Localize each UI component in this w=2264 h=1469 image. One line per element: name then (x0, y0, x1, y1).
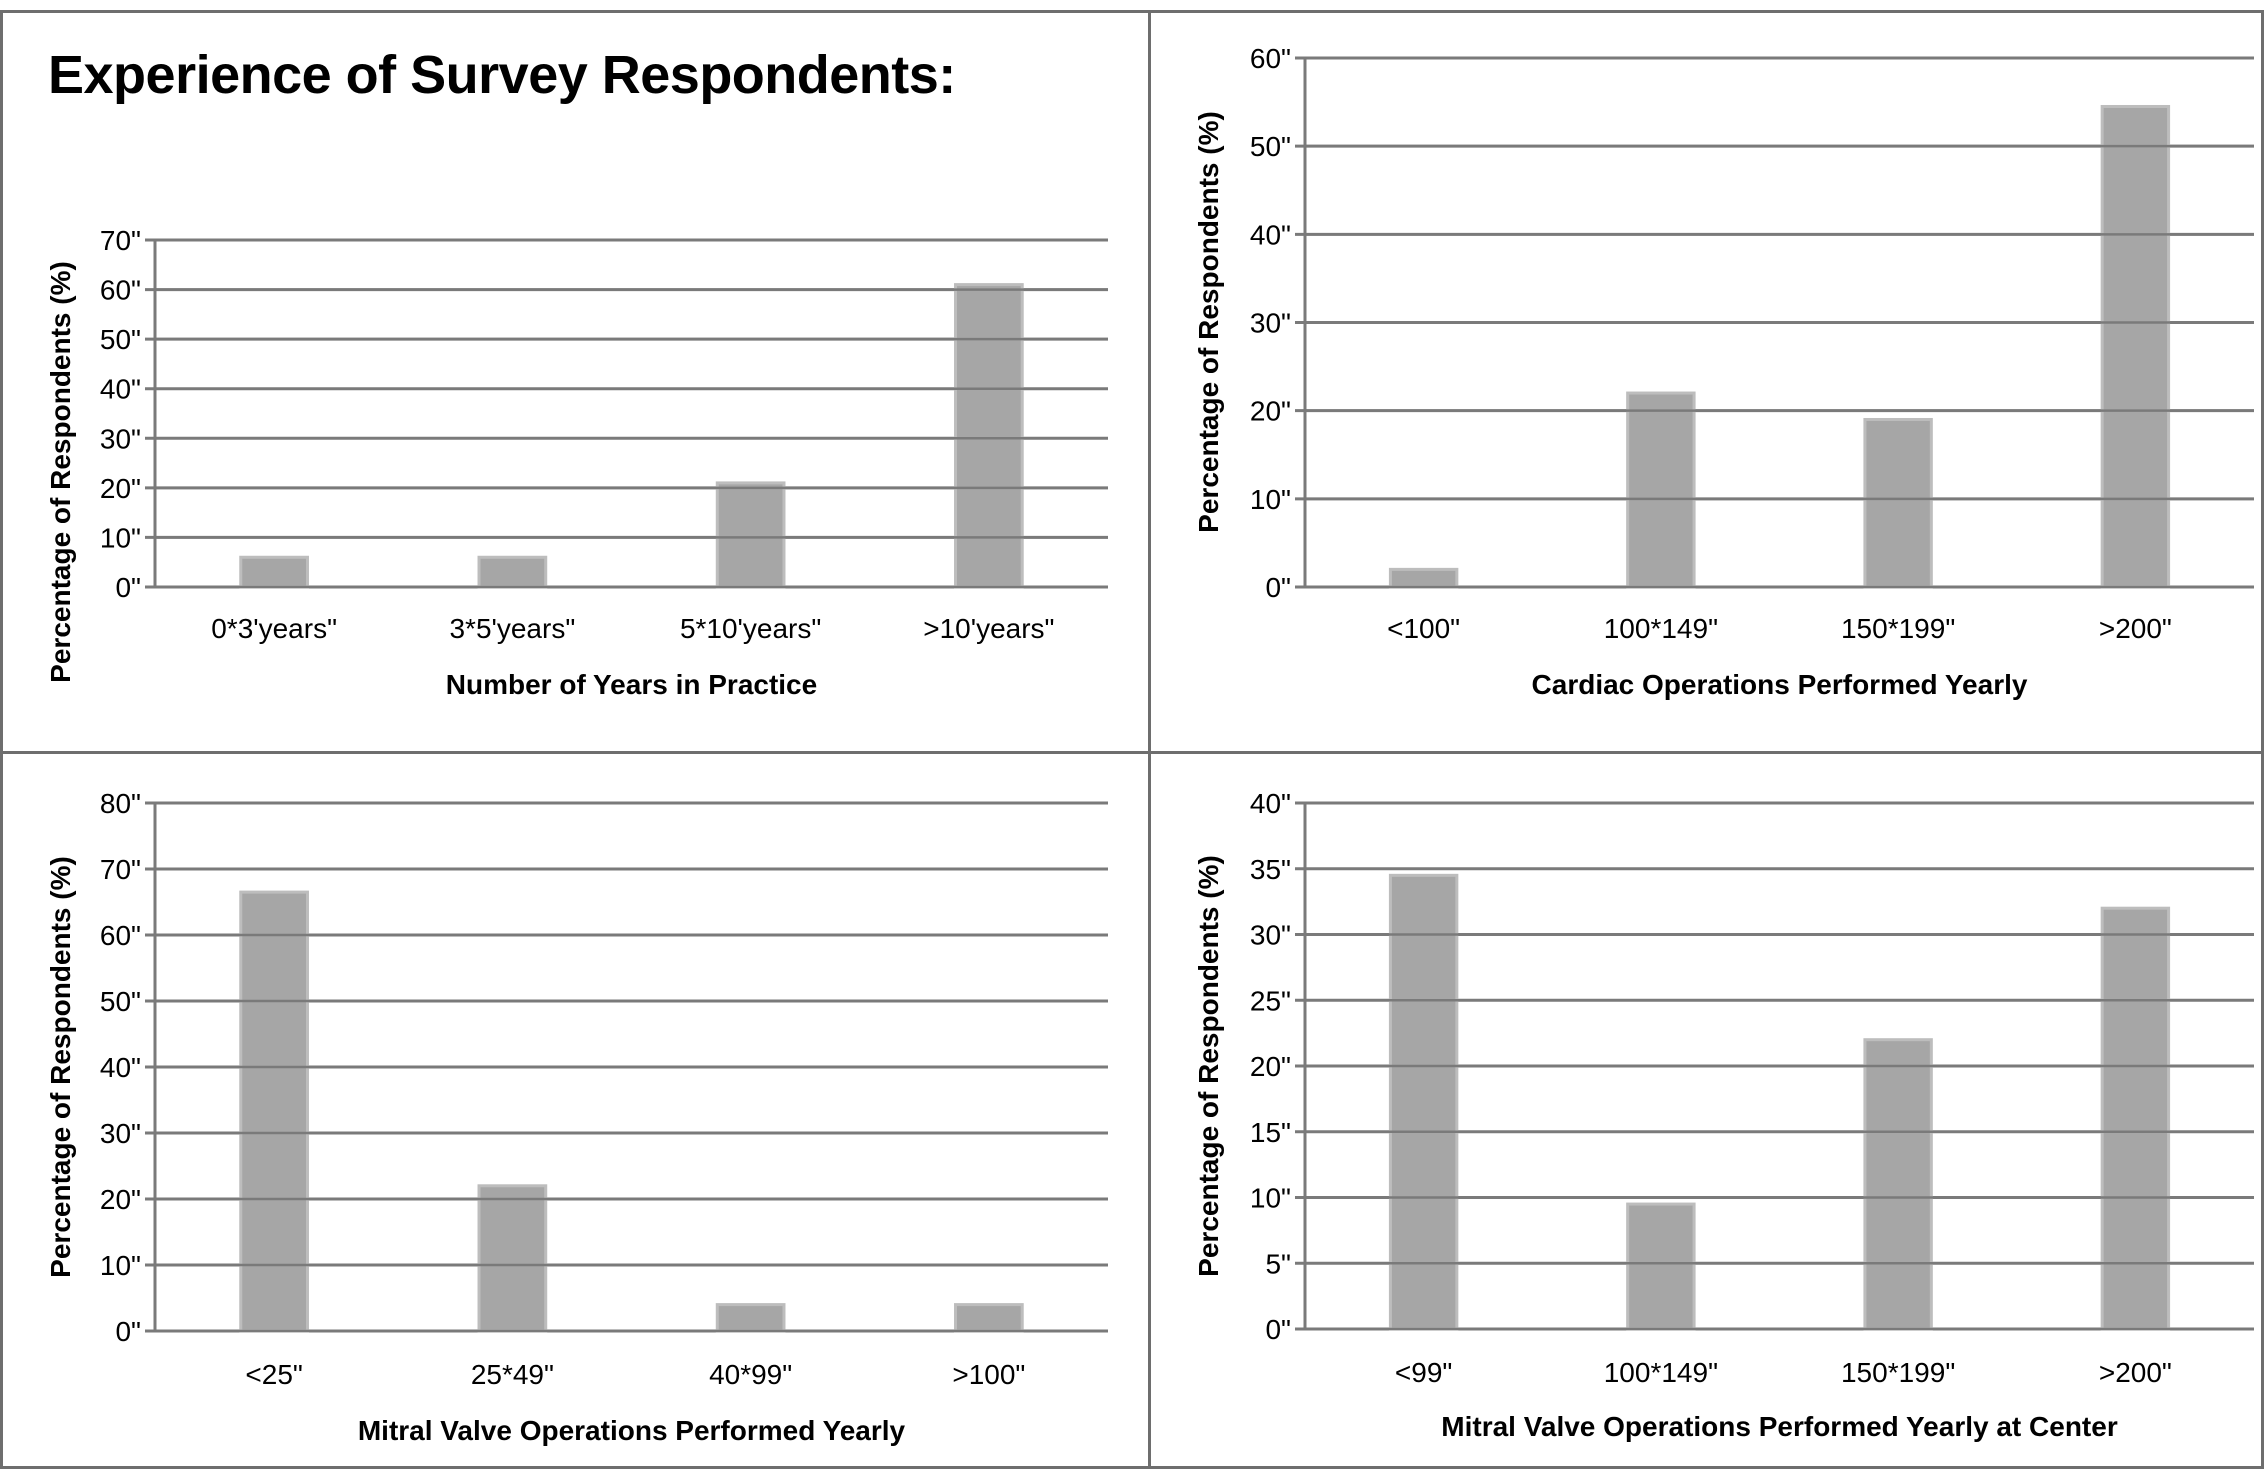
y-tick-label: 10" (100, 522, 141, 553)
x-tick-label: 150*199" (1841, 613, 1955, 644)
x-axis-title: Mitral Valve Operations Performed Yearly… (1441, 1411, 2118, 1442)
y-tick-label: 40" (1250, 788, 1291, 819)
page-title: Experience of Survey Respondents: (48, 45, 956, 105)
chart-panel-mitral-operations-center (1148, 751, 2264, 1469)
y-tick-label: 20" (100, 1184, 141, 1215)
y-tick-label: 70" (100, 854, 141, 885)
bar (477, 1184, 548, 1333)
y-tick-label: 20" (100, 473, 141, 504)
y-tick-label: 70" (100, 225, 141, 256)
y-tick-label: 15" (1250, 1117, 1291, 1148)
y-tick-label: 0" (115, 572, 141, 603)
x-tick-label: >200" (2099, 1357, 2172, 1388)
x-tick-label: 100*149" (1604, 1357, 1718, 1388)
x-axis-title: Mitral Valve Operations Performed Yearly (358, 1415, 906, 1446)
x-axis-title: Cardiac Operations Performed Yearly (1532, 669, 2028, 700)
y-tick-label: 40" (100, 374, 141, 405)
x-tick-label: >10'years" (923, 613, 1054, 644)
y-tick-label: 40" (100, 1052, 141, 1083)
y-tick-label: 30" (1250, 308, 1291, 339)
x-tick-label: 5*10'years" (680, 613, 821, 644)
y-tick-label: 0" (115, 1316, 141, 1347)
bar (1863, 1038, 1933, 1331)
y-tick-label: 0" (1265, 572, 1291, 603)
x-tick-label: <25" (245, 1359, 302, 1390)
y-tick-label: 10" (1250, 1183, 1291, 1214)
x-axis-title: Number of Years in Practice (446, 669, 817, 700)
y-tick-label: 60" (1250, 43, 1291, 74)
x-tick-label: <99" (1395, 1357, 1452, 1388)
y-tick-label: 30" (100, 1118, 141, 1149)
y-tick-label: 25" (1250, 985, 1291, 1016)
bar (2100, 906, 2171, 1331)
bar (2100, 104, 2171, 589)
y-tick-label: 80" (100, 788, 141, 819)
y-tick-label: 50" (100, 324, 141, 355)
y-tick-label: 35" (1250, 854, 1291, 885)
y-tick-label: 50" (100, 986, 141, 1017)
x-tick-label: >100" (952, 1359, 1025, 1390)
y-tick-label: 30" (1250, 920, 1291, 951)
y-tick-label: 60" (100, 275, 141, 306)
chart-panel-mitral-operations (0, 751, 1151, 1469)
y-tick-label: 30" (100, 423, 141, 454)
chart-panel-cardiac-operations (1148, 10, 2264, 754)
x-tick-label: 150*199" (1841, 1357, 1955, 1388)
x-tick-label: 0*3'years" (211, 613, 337, 644)
bar (239, 890, 309, 1333)
y-tick-label: 10" (100, 1250, 141, 1281)
x-tick-label: 25*49" (471, 1359, 554, 1390)
bar (715, 481, 786, 589)
y-axis-title: Percentage of Respondents (%) (45, 856, 76, 1278)
bar (1388, 873, 1459, 1331)
y-tick-label: 50" (1250, 131, 1291, 162)
y-tick-label: 20" (1250, 396, 1291, 427)
bar (1626, 1202, 1696, 1331)
y-tick-label: 10" (1250, 484, 1291, 515)
x-tick-label: >200" (2099, 613, 2172, 644)
bar (1626, 391, 1696, 589)
x-tick-label: 100*149" (1604, 613, 1718, 644)
x-tick-label: <100" (1387, 613, 1460, 644)
y-tick-label: 20" (1250, 1051, 1291, 1082)
y-axis-title: Percentage of Respondents (%) (45, 261, 76, 683)
y-tick-label: 0" (1265, 1314, 1291, 1345)
x-tick-label: 40*99" (709, 1359, 792, 1390)
bar (715, 1303, 786, 1333)
y-tick-label: 60" (100, 920, 141, 951)
y-axis-title: Percentage of Respondents (%) (1193, 111, 1224, 533)
y-axis-title: Percentage of Respondents (%) (1193, 855, 1224, 1277)
bar (954, 1303, 1024, 1333)
y-tick-label: 40" (1250, 219, 1291, 250)
x-tick-label: 3*5'years" (449, 613, 575, 644)
bar (1863, 417, 1933, 589)
y-tick-label: 5" (1265, 1248, 1291, 1279)
